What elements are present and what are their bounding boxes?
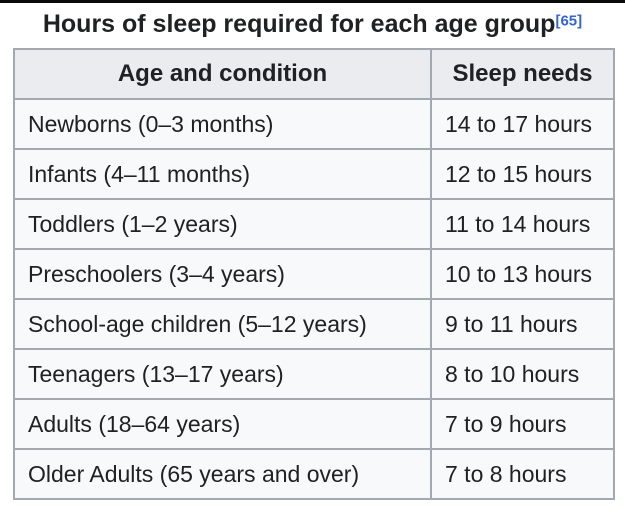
sleep-cell: 8 to 10 hours xyxy=(430,348,615,400)
column-header-age: Age and condition xyxy=(13,48,432,100)
column-header-sleep: Sleep needs xyxy=(430,48,615,100)
table-row: Toddlers (1–2 years) 11 to 14 hours xyxy=(13,198,615,250)
age-cell: Preschoolers (3–4 years) xyxy=(13,248,432,300)
age-cell: Adults (18–64 years) xyxy=(13,398,432,450)
age-cell: Teenagers (13–17 years) xyxy=(13,348,432,400)
sleep-cell: 11 to 14 hours xyxy=(430,198,615,250)
header-row: Age and condition Sleep needs xyxy=(13,48,615,100)
age-cell: Toddlers (1–2 years) xyxy=(13,198,432,250)
table-row: Preschoolers (3–4 years) 10 to 13 hours xyxy=(13,248,615,300)
age-cell: School-age children (5–12 years) xyxy=(13,298,432,350)
table-row: School-age children (5–12 years) 9 to 11… xyxy=(13,298,615,350)
age-cell: Older Adults (65 years and over) xyxy=(13,448,432,500)
sleep-cell: 12 to 15 hours xyxy=(430,148,615,200)
sleep-cell: 10 to 13 hours xyxy=(430,248,615,300)
sleep-cell: 7 to 9 hours xyxy=(430,398,615,450)
table-row: Infants (4–11 months) 12 to 15 hours xyxy=(13,148,615,200)
table-caption: Hours of sleep required for each age gro… xyxy=(0,10,625,39)
age-cell: Infants (4–11 months) xyxy=(13,148,432,200)
sleep-cell: 9 to 11 hours xyxy=(430,298,615,350)
table-row: Newborns (0–3 months) 14 to 17 hours xyxy=(13,98,615,150)
citation-link[interactable]: [65] xyxy=(555,12,583,30)
page-title: Hours of sleep required for each age gro… xyxy=(42,10,556,38)
sleep-needs-table: Age and condition Sleep needs Newborns (… xyxy=(13,48,615,500)
window-edge-bar xyxy=(0,0,625,3)
sleep-cell: 7 to 8 hours xyxy=(430,448,615,500)
table-row: Older Adults (65 years and over) 7 to 8 … xyxy=(13,448,615,500)
age-cell: Newborns (0–3 months) xyxy=(13,98,432,150)
sleep-cell: 14 to 17 hours xyxy=(430,98,615,150)
table-row: Teenagers (13–17 years) 8 to 10 hours xyxy=(13,348,615,400)
table-row: Adults (18–64 years) 7 to 9 hours xyxy=(13,398,615,450)
